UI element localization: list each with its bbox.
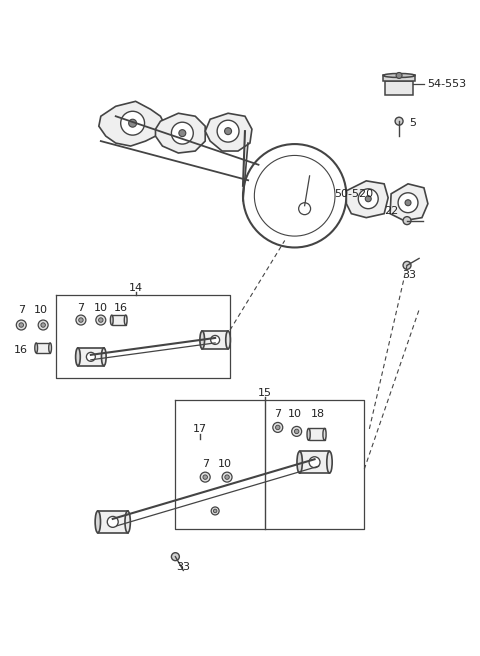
Ellipse shape	[383, 73, 415, 77]
Circle shape	[129, 119, 137, 127]
Circle shape	[294, 429, 299, 434]
Bar	[36, 343, 50, 353]
Circle shape	[179, 130, 186, 136]
Text: 16: 16	[114, 303, 128, 313]
Bar	[383, 75, 415, 81]
Circle shape	[200, 472, 210, 482]
Bar	[78, 348, 104, 366]
Text: 10: 10	[288, 409, 302, 419]
Ellipse shape	[95, 511, 100, 533]
Text: 17: 17	[193, 424, 207, 434]
Text: 14: 14	[129, 283, 143, 293]
Circle shape	[365, 195, 371, 202]
Ellipse shape	[110, 315, 113, 325]
Circle shape	[41, 323, 46, 327]
Circle shape	[395, 117, 403, 125]
Ellipse shape	[76, 348, 80, 366]
Ellipse shape	[200, 331, 204, 349]
Ellipse shape	[125, 511, 131, 533]
Circle shape	[292, 426, 301, 436]
Circle shape	[79, 318, 83, 322]
Text: 50-520: 50-520	[335, 189, 373, 199]
Circle shape	[225, 475, 229, 480]
Circle shape	[211, 507, 219, 515]
Ellipse shape	[297, 451, 302, 473]
Circle shape	[273, 422, 283, 432]
Ellipse shape	[323, 428, 326, 440]
Circle shape	[398, 193, 418, 213]
Text: 5: 5	[409, 118, 416, 128]
Text: 7: 7	[18, 305, 25, 315]
Text: 7: 7	[202, 459, 209, 469]
Text: 22: 22	[384, 206, 398, 216]
Circle shape	[405, 199, 411, 206]
Circle shape	[16, 320, 26, 330]
Bar	[112, 315, 126, 325]
Circle shape	[203, 475, 207, 480]
Polygon shape	[390, 184, 428, 220]
Text: 54-553: 54-553	[427, 79, 466, 89]
Bar	[300, 451, 329, 473]
Circle shape	[171, 553, 180, 561]
Bar	[98, 511, 128, 533]
Text: 33: 33	[402, 270, 416, 280]
Circle shape	[86, 352, 96, 361]
Ellipse shape	[35, 343, 37, 353]
Circle shape	[98, 318, 103, 322]
Circle shape	[358, 189, 378, 209]
Circle shape	[309, 457, 320, 468]
Text: 7: 7	[274, 409, 281, 419]
Text: 10: 10	[94, 303, 108, 313]
Circle shape	[211, 335, 220, 344]
Text: 10: 10	[218, 459, 232, 469]
Circle shape	[76, 315, 86, 325]
Ellipse shape	[327, 451, 332, 473]
Ellipse shape	[307, 428, 310, 440]
Circle shape	[276, 425, 280, 430]
Text: 15: 15	[258, 388, 272, 398]
Polygon shape	[347, 181, 388, 218]
Text: 18: 18	[311, 409, 324, 419]
Circle shape	[403, 216, 411, 224]
Ellipse shape	[226, 331, 230, 349]
Bar	[202, 331, 228, 349]
Polygon shape	[99, 101, 166, 146]
Polygon shape	[156, 113, 205, 153]
Circle shape	[19, 323, 24, 327]
Circle shape	[213, 509, 217, 513]
Circle shape	[403, 261, 411, 270]
Circle shape	[107, 516, 118, 527]
Ellipse shape	[101, 348, 106, 366]
Circle shape	[396, 72, 402, 79]
Circle shape	[222, 472, 232, 482]
Circle shape	[225, 128, 231, 134]
Text: 7: 7	[77, 303, 84, 313]
Bar	[309, 428, 324, 440]
Text: 10: 10	[34, 305, 48, 315]
Circle shape	[120, 112, 144, 135]
Circle shape	[38, 320, 48, 330]
Circle shape	[217, 120, 239, 142]
Bar	[385, 81, 413, 95]
Circle shape	[96, 315, 106, 325]
Circle shape	[171, 122, 193, 144]
Ellipse shape	[124, 315, 127, 325]
Text: 33: 33	[176, 562, 191, 571]
Polygon shape	[205, 113, 252, 151]
Ellipse shape	[48, 343, 51, 353]
Text: 16: 16	[14, 345, 28, 355]
